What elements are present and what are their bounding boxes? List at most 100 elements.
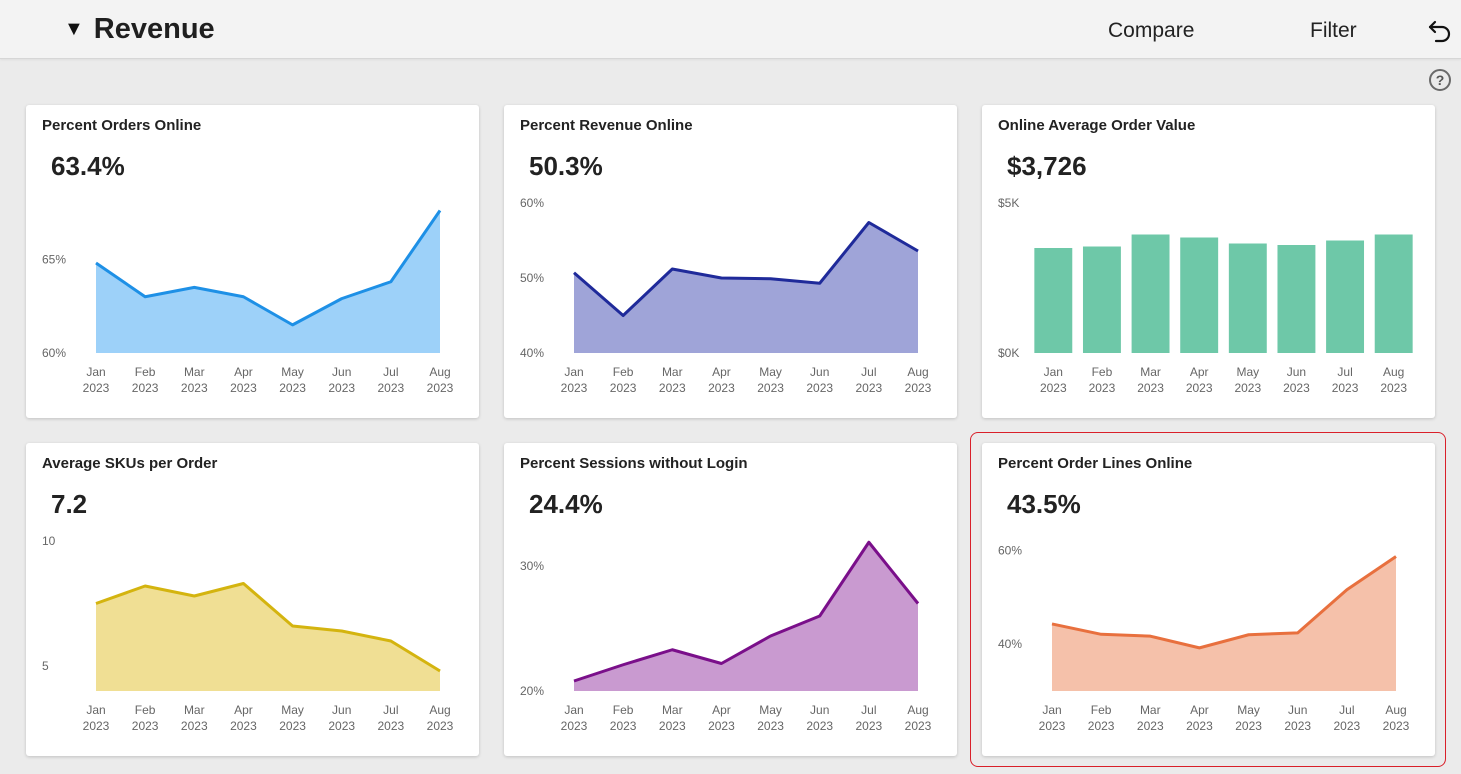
- series-line: [95, 582, 441, 673]
- x-tick-label: 2023: [757, 719, 784, 733]
- x-tick-label: Apr: [1190, 703, 1209, 717]
- x-tick-label: Aug: [907, 703, 928, 717]
- series-line: [573, 221, 919, 317]
- x-tick-label: 2023: [1332, 381, 1359, 395]
- y-tick-label: $0K: [998, 346, 1019, 360]
- card-value: 50.3%: [529, 151, 603, 181]
- x-tick-label: May: [1236, 365, 1259, 379]
- card-value: 24.4%: [529, 489, 603, 519]
- x-tick-label: Mar: [184, 365, 205, 379]
- x-tick-label: Jul: [383, 365, 398, 379]
- x-tick-label: Aug: [1385, 703, 1406, 717]
- x-tick-label: Aug: [429, 365, 450, 379]
- x-tick-label: 2023: [659, 381, 686, 395]
- page-title: Revenue: [93, 13, 215, 45]
- x-tick-label: 2023: [856, 381, 883, 395]
- y-tick-label: 40%: [998, 637, 1022, 651]
- x-tick-label: Jan: [564, 703, 583, 717]
- help-icon[interactable]: ?: [1429, 69, 1451, 91]
- bar: [1277, 245, 1316, 353]
- x-tick-label: Jul: [383, 703, 398, 717]
- x-tick-label: Aug: [429, 703, 450, 717]
- x-tick-label: 2023: [230, 381, 257, 395]
- top-bar: ▼ Revenue Compare Filter: [0, 0, 1461, 59]
- card-value: $3,726: [1007, 151, 1087, 181]
- series-area: [96, 210, 440, 353]
- x-tick-label: 2023: [83, 381, 110, 395]
- x-tick-label: 2023: [1284, 719, 1311, 733]
- x-tick-label: Feb: [613, 703, 634, 717]
- x-tick-label: Mar: [662, 365, 683, 379]
- x-tick-label: Mar: [1140, 365, 1161, 379]
- x-tick-label: Jun: [810, 365, 829, 379]
- compare-button[interactable]: Compare: [1108, 19, 1195, 42]
- x-tick-label: 2023: [427, 381, 454, 395]
- x-tick-label: 2023: [427, 719, 454, 733]
- series-line: [573, 540, 920, 683]
- kpi-card-percent-sessions-without-login[interactable]: Percent Sessions without Login 24.4% 30%…: [504, 443, 957, 756]
- x-tick-label: 2023: [83, 719, 110, 733]
- bar: [1034, 248, 1073, 353]
- y-tick-label: 20%: [520, 684, 544, 698]
- x-tick-label: Jul: [861, 703, 876, 717]
- x-tick-label: 2023: [132, 719, 159, 733]
- card-value: 7.2: [51, 489, 88, 519]
- card-title: Percent Revenue Online: [520, 117, 693, 134]
- kpi-card-percent-orders-online[interactable]: Percent Orders Online 63.4% 65% 60% Jan 202…: [26, 105, 479, 418]
- x-tick-label: Jun: [332, 365, 351, 379]
- x-tick-label: Jan: [1044, 365, 1063, 379]
- x-tick-label: 2023: [181, 381, 208, 395]
- x-tick-label: 2023: [1137, 719, 1164, 733]
- bar: [1228, 243, 1267, 353]
- collapse-caret-icon[interactable]: ▼: [64, 18, 84, 40]
- x-tick-label: 2023: [806, 719, 833, 733]
- x-tick-label: Feb: [1091, 703, 1112, 717]
- card-title: Average SKUs per Order: [42, 455, 218, 472]
- x-tick-label: 2023: [1089, 381, 1116, 395]
- x-tick-label: 2023: [905, 719, 932, 733]
- undo-icon[interactable]: [1426, 16, 1454, 44]
- y-tick-label: $5K: [998, 196, 1019, 210]
- y-tick-label: 40%: [520, 346, 544, 360]
- y-tick-label: 65%: [42, 252, 66, 266]
- kpi-card-percent-revenue-online[interactable]: Percent Revenue Online 50.3% 60% 50% 40% Ja…: [504, 105, 957, 418]
- x-tick-label: Mar: [1140, 703, 1161, 717]
- x-tick-label: 2023: [708, 719, 735, 733]
- x-tick-label: 2023: [181, 719, 208, 733]
- x-tick-label: 2023: [1283, 381, 1310, 395]
- x-tick-label: 2023: [279, 719, 306, 733]
- x-tick-label: Feb: [613, 365, 634, 379]
- x-tick-label: Jan: [564, 365, 583, 379]
- kpi-card-percent-order-lines-online[interactable]: Percent Order Lines Online 43.5% 60% 40% J…: [982, 443, 1435, 756]
- area-chart: 65% 60% Jan 2023 Feb 2023 Mar 2023 Apr 2023 May 202…: [42, 209, 454, 395]
- x-tick-label: 2023: [1088, 719, 1115, 733]
- x-tick-label: 2023: [708, 381, 735, 395]
- kpi-card-average-skus-per-order[interactable]: Average SKUs per Order 7.2 10 5 Jan 2023 Feb…: [26, 443, 479, 756]
- x-tick-label: 2023: [610, 719, 637, 733]
- title-toggle[interactable]: ▼ Revenue: [64, 13, 215, 46]
- selection-highlight: [970, 432, 1446, 767]
- x-tick-label: 2023: [757, 381, 784, 395]
- card-title: Percent Order Lines Online: [998, 455, 1193, 472]
- area-chart: 30% 20% Jan 2023 Feb 2023 Mar 2023 Apr 2023 May 202…: [520, 540, 932, 733]
- series-line: [95, 209, 442, 327]
- x-tick-label: Jan: [86, 703, 105, 717]
- series-area: [574, 222, 918, 353]
- x-tick-label: 2023: [1334, 719, 1361, 733]
- filter-button[interactable]: Filter: [1310, 19, 1357, 42]
- x-tick-label: Feb: [1092, 365, 1113, 379]
- x-tick-label: 2023: [610, 381, 637, 395]
- x-tick-label: May: [1237, 703, 1260, 717]
- x-tick-label: 2023: [1137, 381, 1164, 395]
- x-tick-label: 2023: [905, 381, 932, 395]
- kpi-card-online-average-order-value[interactable]: Online Average Order Value $3,726 $5K $0K…: [982, 105, 1435, 418]
- card-title: Percent Orders Online: [42, 117, 202, 134]
- y-tick-label: 60%: [520, 196, 544, 210]
- x-tick-label: 2023: [1039, 719, 1066, 733]
- y-tick-label: 30%: [520, 559, 544, 573]
- x-tick-label: May: [759, 365, 782, 379]
- x-tick-label: 2023: [561, 381, 588, 395]
- bar: [1374, 234, 1413, 353]
- x-tick-label: 2023: [1380, 381, 1407, 395]
- y-tick-label: 5: [42, 659, 49, 673]
